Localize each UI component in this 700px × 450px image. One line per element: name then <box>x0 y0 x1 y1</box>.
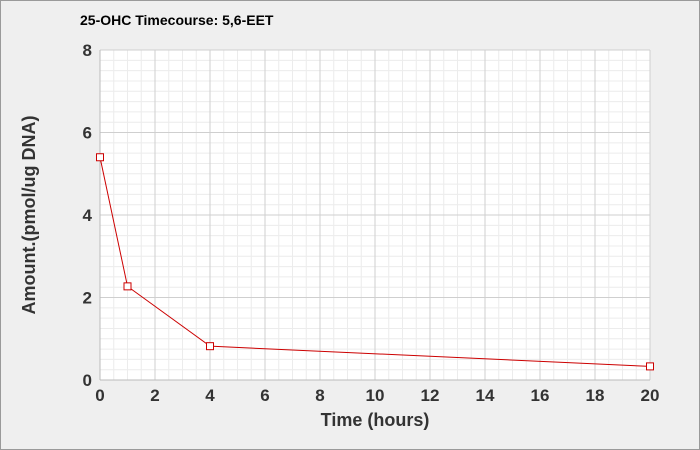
y-tick-label: 0 <box>83 371 92 390</box>
x-tick-label: 10 <box>366 386 385 405</box>
y-tick-label: 4 <box>83 206 93 225</box>
x-tick-label: 6 <box>260 386 269 405</box>
x-tick-label: 2 <box>150 386 159 405</box>
series-line <box>99 157 651 367</box>
series-layer <box>96 153 654 371</box>
x-tick-label: 8 <box>315 386 324 405</box>
y-axis-title: Amount.(pmol/ug DNA) <box>19 116 39 315</box>
x-tick-label: 20 <box>641 386 660 405</box>
x-axis-title: Time (hours) <box>321 410 430 430</box>
data-point <box>646 362 654 371</box>
y-tick-label: 6 <box>83 124 92 143</box>
x-tick-label: 4 <box>205 386 215 405</box>
x-tick-labels: 0 2 4 6 8 10 12 14 16 18 20 <box>95 386 659 405</box>
y-tick-label: 8 <box>83 41 92 60</box>
data-point <box>96 153 104 162</box>
chart-title: 25-OHC Timecourse: 5,6-EET <box>80 12 274 28</box>
y-tick-label: 2 <box>83 289 92 308</box>
x-tick-label: 16 <box>531 386 550 405</box>
data-point <box>123 282 132 291</box>
x-tick-label: 18 <box>586 386 605 405</box>
x-tick-label: 12 <box>421 386 440 405</box>
data-point <box>206 342 214 351</box>
x-tick-label: 14 <box>476 386 495 405</box>
y-tick-labels: 0 2 4 6 8 <box>83 41 93 390</box>
x-tick-label: 0 <box>95 386 104 405</box>
